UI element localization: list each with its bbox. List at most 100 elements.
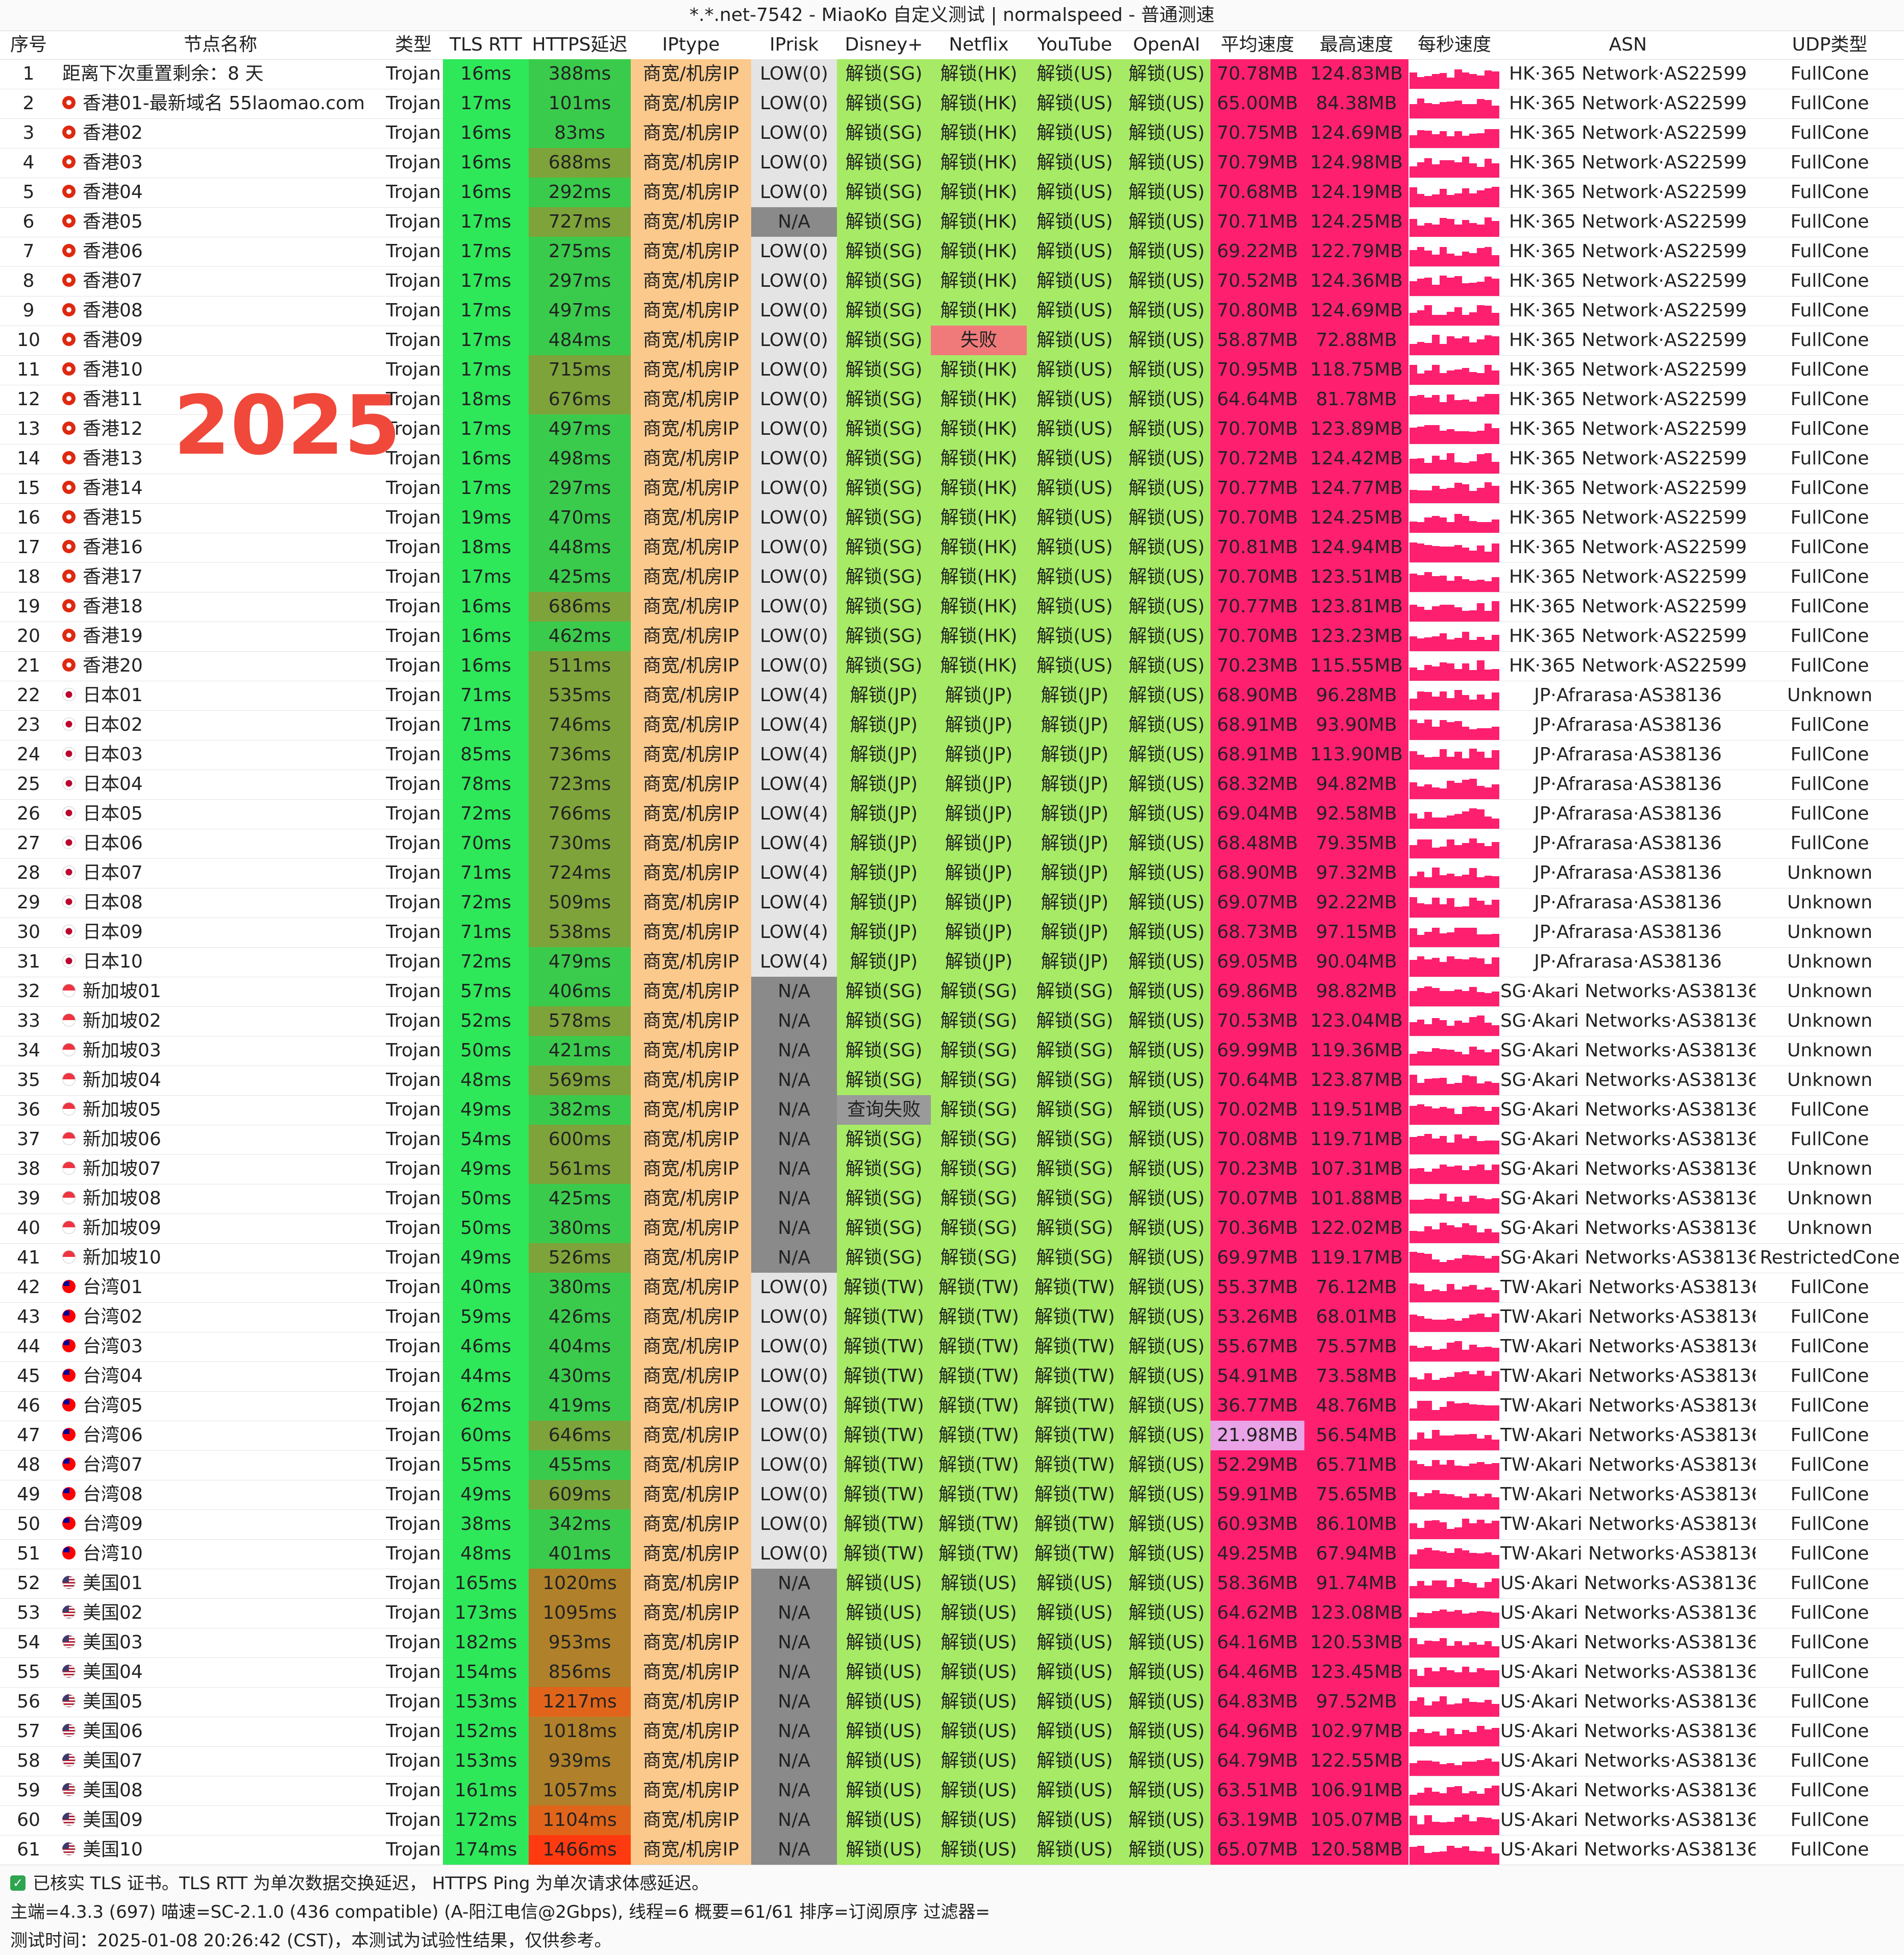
column-header-asn[interactable]: ASN [1609, 34, 1647, 55]
sparkline-bar [1484, 453, 1492, 474]
table-row[interactable]: 22 日本01 Trojan 71ms 535ms 商宽/机房IP LOW(4) 解锁(JP)… [0, 681, 1904, 711]
sparkline-bar [1432, 1701, 1440, 1717]
table-row[interactable]: 50 台湾09 Trojan 38ms 342ms 商宽/机房IP LOW(0) 解锁(TW)… [0, 1509, 1904, 1540]
table-row[interactable]: 21 香港20 Trojan 16ms 511ms 商宽/机房IP LOW(0) 解锁(SG)… [0, 651, 1904, 681]
table-row[interactable]: 6 香港05 Trojan 17ms 727ms 商宽/机房IP N/A 解锁(SG) 解锁(H… [0, 207, 1904, 237]
column-header-idx[interactable]: 序号 [10, 34, 47, 55]
cell-udp: FullCone [1790, 1750, 1869, 1771]
table-row[interactable]: 32 新加坡01 Trojan 57ms 406ms 商宽/机房IP N/A 解锁(SG) 解锁… [0, 977, 1904, 1007]
table-row[interactable]: 28 日本07 Trojan 71ms 724ms 商宽/机房IP LOW(4) 解锁(JP)… [0, 858, 1904, 888]
cell-openai: 解锁(US) [1123, 1362, 1210, 1391]
table-row[interactable]: 57 美国06 Trojan 152ms 1018ms 商宽/机房IP N/A 解锁(US) 解… [0, 1717, 1904, 1747]
table-row[interactable]: 49 台湾08 Trojan 49ms 609ms 商宽/机房IP LOW(0) 解锁(TW)… [0, 1480, 1904, 1510]
cell-youtube: 解锁(TW) [1027, 1539, 1123, 1569]
table-row[interactable]: 45 台湾04 Trojan 44ms 430ms 商宽/机房IP LOW(0) 解锁(TW)… [0, 1362, 1904, 1392]
table-row[interactable]: 15 香港14 Trojan 17ms 297ms 商宽/机房IP LOW(0) 解锁(SG)… [0, 474, 1904, 504]
table-row[interactable]: 41 新加坡10 Trojan 49ms 526ms 商宽/机房IP N/A 解锁(SG) 解锁… [0, 1243, 1904, 1273]
cell-tls: 17ms [443, 355, 529, 385]
column-header-netflix[interactable]: Netflix [949, 34, 1009, 55]
sparkline-bar [1462, 315, 1470, 326]
table-row[interactable]: 10 香港09 Trojan 17ms 484ms 商宽/机房IP LOW(0) 解锁(SG)… [0, 326, 1904, 356]
sparkline-bar [1432, 1611, 1440, 1628]
table-row[interactable]: 35 新加坡04 Trojan 48ms 569ms 商宽/机房IP N/A 解锁(SG) 解锁… [0, 1066, 1904, 1096]
table-row[interactable]: 34 新加坡03 Trojan 50ms 421ms 商宽/机房IP N/A 解锁(SG) 解锁… [0, 1036, 1904, 1066]
table-row[interactable]: 18 香港17 Trojan 17ms 425ms 商宽/机房IP LOW(0) 解锁(SG)… [0, 562, 1904, 592]
table-row[interactable]: 1 距离下次重置剩余：8 天 Trojan 16ms 388ms 商宽/机房IP LOW(0… [0, 59, 1904, 89]
table-row[interactable]: 31 日本10 Trojan 72ms 479ms 商宽/机房IP LOW(4) 解锁(JP)… [0, 947, 1904, 977]
table-row[interactable]: 9 香港08 Trojan 17ms 497ms 商宽/机房IP LOW(0) 解锁(SG) 解… [0, 296, 1904, 326]
cell-youtube: 解锁(TW) [1027, 1480, 1123, 1509]
table-row[interactable]: 20 香港19 Trojan 16ms 462ms 商宽/机房IP LOW(0) 解锁(SG)… [0, 622, 1904, 652]
sparkline-bar [1410, 1816, 1417, 1835]
table-row[interactable]: 47 台湾06 Trojan 60ms 646ms 商宽/机房IP LOW(0) 解锁(TW)… [0, 1421, 1904, 1451]
table-row[interactable]: 42 台湾01 Trojan 40ms 380ms 商宽/机房IP LOW(0) 解锁(TW)… [0, 1273, 1904, 1303]
table-row[interactable]: 5 香港04 Trojan 16ms 292ms 商宽/机房IP LOW(0) 解锁(SG) 解… [0, 178, 1904, 208]
table-row[interactable]: 26 日本05 Trojan 72ms 766ms 商宽/机房IP LOW(4) 解锁(JP)… [0, 799, 1904, 829]
table-row[interactable]: 37 新加坡06 Trojan 54ms 600ms 商宽/机房IP N/A 解锁(SG) 解锁… [0, 1125, 1904, 1155]
column-header-udp[interactable]: UDP类型 [1792, 34, 1868, 55]
table-row[interactable]: 59 美国08 Trojan 161ms 1057ms 商宽/机房IP N/A 解锁(US) 解… [0, 1776, 1904, 1806]
table-row[interactable]: 16 香港15 Trojan 19ms 470ms 商宽/机房IP LOW(0) 解锁(SG)… [0, 503, 1904, 533]
table-row[interactable]: 46 台湾05 Trojan 62ms 419ms 商宽/机房IP LOW(0) 解锁(TW)… [0, 1391, 1904, 1421]
table-row[interactable]: 52 美国01 Trojan 165ms 1020ms 商宽/机房IP N/A 解锁(US) 解… [0, 1569, 1904, 1599]
table-row[interactable]: 56 美国05 Trojan 153ms 1217ms 商宽/机房IP N/A 解锁(US) 解… [0, 1687, 1904, 1717]
table-row[interactable]: 39 新加坡08 Trojan 50ms 425ms 商宽/机房IP N/A 解锁(SG) 解锁… [0, 1184, 1904, 1214]
table-row[interactable]: 33 新加坡02 Trojan 52ms 578ms 商宽/机房IP N/A 解锁(SG) 解锁… [0, 1006, 1904, 1036]
column-header-openai[interactable]: OpenAI [1133, 34, 1200, 55]
column-header-iptype[interactable]: IPtype [662, 34, 720, 55]
table-row[interactable]: 60 美国09 Trojan 172ms 1104ms 商宽/机房IP N/A 解锁(US) 解… [0, 1805, 1904, 1836]
column-header-max[interactable]: 最高速度 [1319, 34, 1393, 55]
table-row[interactable]: 44 台湾03 Trojan 46ms 404ms 商宽/机房IP LOW(0) 解锁(TW)… [0, 1332, 1904, 1362]
table-row[interactable]: 61 美国10 Trojan 174ms 1466ms 商宽/机房IP N/A 解锁(US) 解… [0, 1835, 1904, 1865]
table-row[interactable]: 36 新加坡05 Trojan 49ms 382ms 商宽/机房IP N/A 查询失败 解锁(S… [0, 1095, 1904, 1125]
table-row[interactable]: 55 美国04 Trojan 154ms 856ms 商宽/机房IP N/A 解锁(US) 解锁… [0, 1657, 1904, 1688]
table-row[interactable]: 30 日本09 Trojan 71ms 538ms 商宽/机房IP LOW(4) 解锁(JP)… [0, 918, 1904, 948]
table-row[interactable]: 58 美国07 Trojan 153ms 939ms 商宽/机房IP N/A 解锁(US) 解锁… [0, 1746, 1904, 1776]
table-row[interactable]: 24 日本03 Trojan 85ms 736ms 商宽/机房IP LOW(4) 解锁(JP)… [0, 740, 1904, 770]
sparkline-bar [1424, 370, 1432, 385]
table-row[interactable]: 11 香港10 Trojan 17ms 715ms 商宽/机房IP LOW(0) 解锁(SG)… [0, 355, 1904, 385]
table-row[interactable]: 51 台湾10 Trojan 48ms 401ms 商宽/机房IP LOW(0) 解锁(TW)… [0, 1539, 1904, 1569]
table-row[interactable]: 54 美国03 Trojan 182ms 953ms 商宽/机房IP N/A 解锁(US) 解锁… [0, 1628, 1904, 1658]
sparkline-bar [1439, 1020, 1447, 1036]
cell-openai: 解锁(US) [1123, 1717, 1210, 1746]
table-row[interactable]: 17 香港16 Trojan 18ms 448ms 商宽/机房IP LOW(0) 解锁(SG)… [0, 533, 1904, 563]
sparkline-bar [1492, 1521, 1500, 1539]
column-header-tls[interactable]: TLS RTT [449, 34, 523, 55]
column-header-iprisk[interactable]: IPrisk [769, 34, 819, 55]
table-row[interactable]: 12 香港11 Trojan 18ms 676ms 商宽/机房IP LOW(0) 解锁(SG)… [0, 385, 1904, 415]
table-row[interactable]: 25 日本04 Trojan 78ms 723ms 商宽/机房IP LOW(4) 解锁(JP)… [0, 770, 1904, 800]
table-row[interactable]: 4 香港03 Trojan 16ms 688ms 商宽/机房IP LOW(0) 解锁(SG) 解… [0, 148, 1904, 178]
sparkline-bar [1454, 193, 1462, 207]
table-row[interactable]: 53 美国02 Trojan 173ms 1095ms 商宽/机房IP N/A 解锁(US) 解… [0, 1598, 1904, 1628]
column-header-avg[interactable]: 平均速度 [1220, 34, 1294, 55]
table-row[interactable]: 14 香港13 Trojan 16ms 498ms 商宽/机房IP LOW(0) 解锁(SG)… [0, 444, 1904, 474]
column-header-https[interactable]: HTTPS延迟 [532, 34, 628, 55]
table-row[interactable]: 27 日本06 Trojan 70ms 730ms 商宽/机房IP LOW(4) 解锁(JP)… [0, 829, 1904, 859]
sparkline-bar [1424, 490, 1432, 503]
table-row[interactable]: 19 香港18 Trojan 16ms 686ms 商宽/机房IP LOW(0) 解锁(SG)… [0, 592, 1904, 622]
table-row[interactable]: 29 日本08 Trojan 72ms 509ms 商宽/机房IP LOW(4) 解锁(JP)… [0, 888, 1904, 918]
table-row[interactable]: 23 日本02 Trojan 71ms 746ms 商宽/机房IP LOW(4) 解锁(JP)… [0, 710, 1904, 740]
table-row[interactable]: 13 香港12 Trojan 17ms 497ms 商宽/机房IP LOW(0) 解锁(SG)… [0, 414, 1904, 444]
column-header-youtube[interactable]: YouTube [1037, 34, 1112, 55]
speed-sparkline [1408, 533, 1500, 562]
table-row[interactable]: 38 新加坡07 Trojan 49ms 561ms 商宽/机房IP N/A 解锁(SG) 解锁… [0, 1154, 1904, 1184]
table-row[interactable]: 48 台湾07 Trojan 55ms 455ms 商宽/机房IP LOW(0) 解锁(TW)… [0, 1450, 1904, 1480]
sparkline-bar [1454, 1548, 1462, 1569]
table-row[interactable]: 40 新加坡09 Trojan 50ms 380ms 商宽/机房IP N/A 解锁(SG) 解锁… [0, 1214, 1904, 1244]
column-header-name[interactable]: 节点名称 [183, 34, 257, 55]
sparkline-bar [1447, 581, 1455, 592]
column-header-type[interactable]: 类型 [394, 34, 432, 55]
sparkline-bar [1410, 1732, 1417, 1746]
table-row[interactable]: 7 香港06 Trojan 17ms 275ms 商宽/机房IP LOW(0) 解锁(SG) 解… [0, 237, 1904, 267]
column-header-spark[interactable]: 每秒速度 [1417, 34, 1491, 55]
table-row[interactable]: 43 台湾02 Trojan 59ms 426ms 商宽/机房IP LOW(0) 解锁(TW)… [0, 1302, 1904, 1332]
cell-asn: HK·365 Network·AS22599 [1509, 655, 1747, 676]
table-row[interactable]: 8 香港07 Trojan 17ms 297ms 商宽/机房IP LOW(0) 解锁(SG) 解… [0, 266, 1904, 296]
table-row[interactable]: 3 香港02 Trojan 16ms 83ms 商宽/机房IP LOW(0) 解锁(SG) 解锁… [0, 118, 1904, 149]
cell-iptype: 商宽/机房IP [631, 1421, 751, 1450]
cell-avg: 70.64MB [1210, 1066, 1304, 1095]
column-header-disney[interactable]: Disney+ [845, 34, 923, 55]
table-row[interactable]: 2 香港01-最新域名 55laomao.com Trojan 17ms 101ms 商宽… [0, 89, 1904, 119]
